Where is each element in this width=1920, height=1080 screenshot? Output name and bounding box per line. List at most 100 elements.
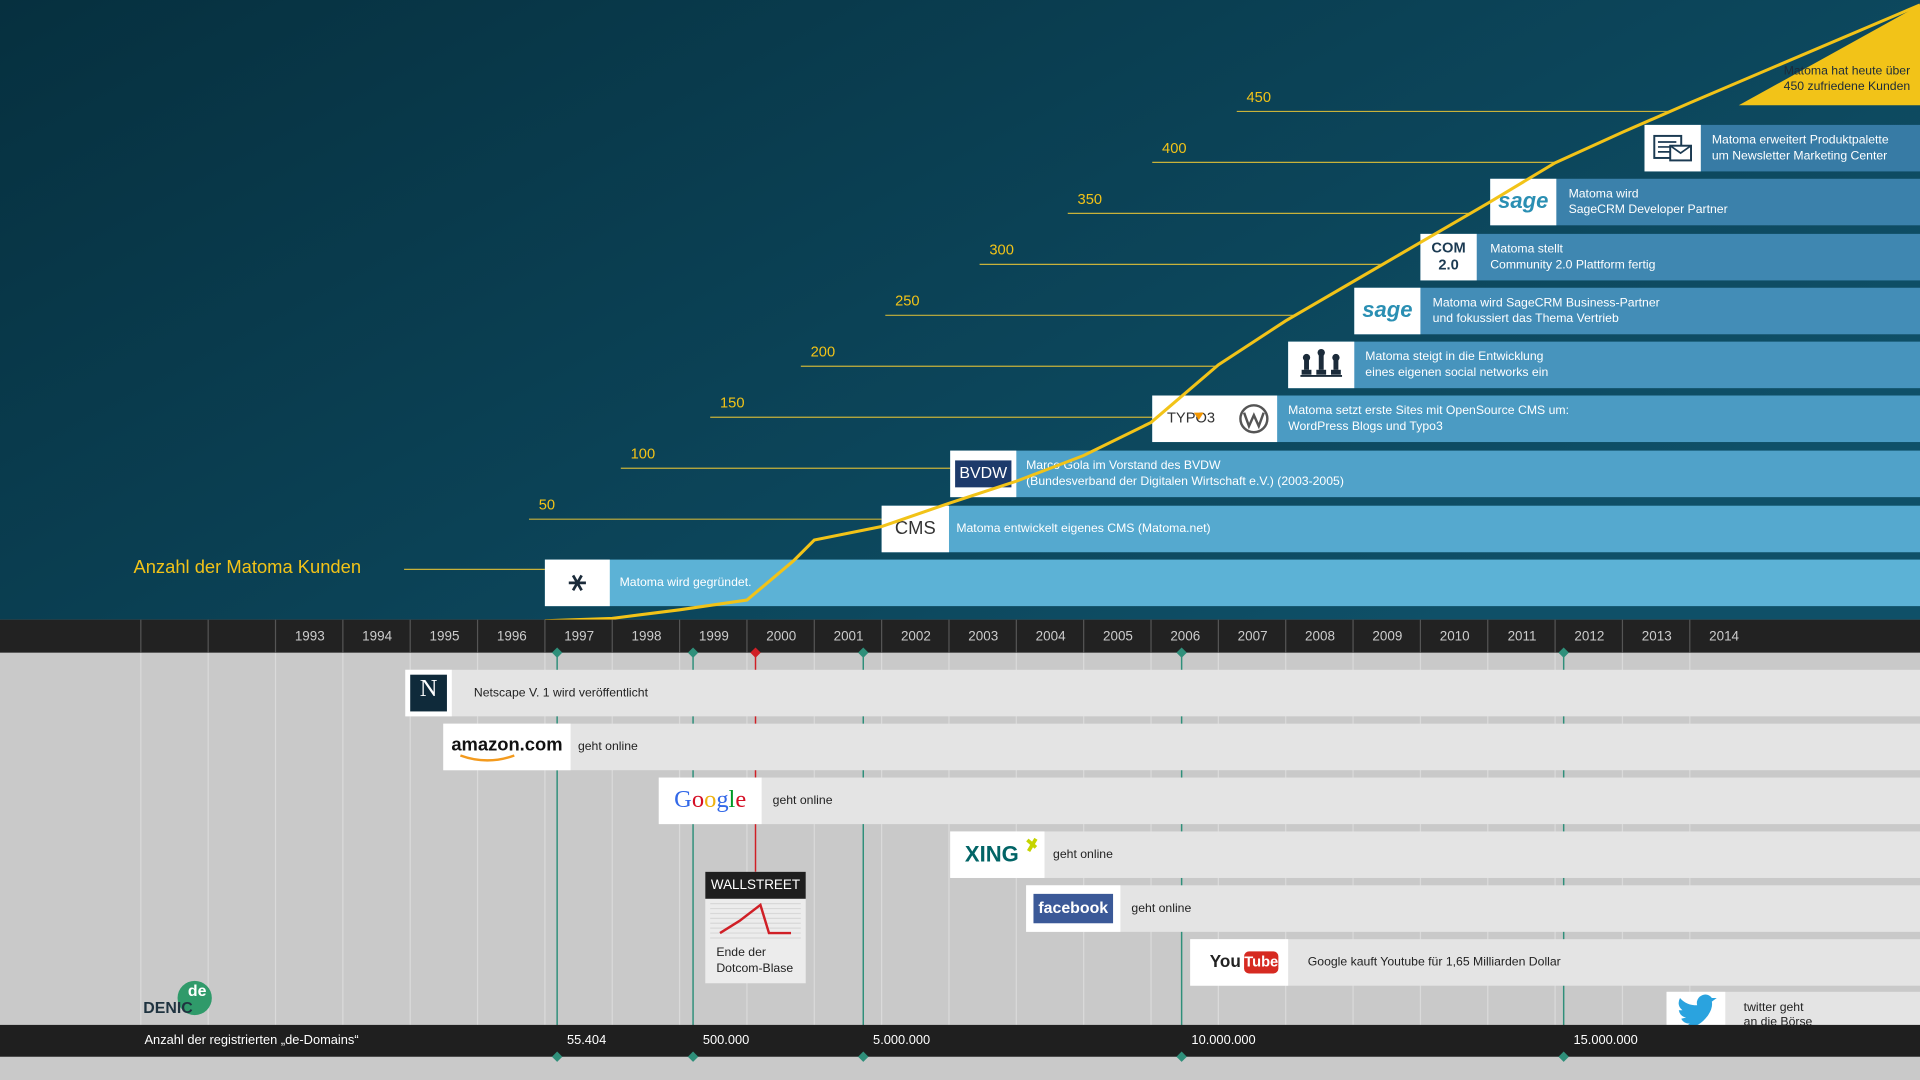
scale-label: 350 [1078, 192, 1103, 208]
logo-icon [1669, 145, 1692, 155]
logo-icon [1304, 360, 1309, 370]
scale-label: 100 [631, 447, 656, 463]
event-text: geht online [1053, 847, 1113, 861]
event-bar [1152, 395, 1920, 443]
event-bar [950, 450, 1920, 498]
year-bar [0, 619, 1920, 653]
event-text: geht online [773, 793, 833, 807]
milestone-marker [1558, 647, 1569, 658]
milestone-marker [687, 1051, 699, 1062]
event-bar [1354, 287, 1920, 335]
event-bars: Matoma wird gegründet. Matoma entwickelt … [405, 124, 1920, 1039]
milestone-label: 10.000.000 [1191, 1032, 1255, 1047]
logo-text: TYPO3 [1167, 411, 1215, 427]
milestone-label: 5.000.000 [873, 1032, 930, 1047]
event-text: SageCRM Developer Partner [1569, 202, 1728, 216]
domain-label: Anzahl der registrierten „de-Domains“ [144, 1032, 358, 1047]
milestone-marker [1558, 1051, 1569, 1062]
year-label: 2014 [1709, 628, 1739, 643]
event-text: Google kauft Youtube für 1,65 Milliarden… [1308, 955, 1561, 969]
logo-text: N [420, 675, 438, 702]
logo-icon [1332, 353, 1340, 362]
year-label: 1993 [295, 628, 325, 643]
event-bar [1288, 341, 1920, 389]
crash-line [719, 902, 792, 935]
denic-name: DENIC [143, 1000, 193, 1017]
logo-icon [1317, 348, 1325, 357]
logo-icon [1331, 369, 1341, 375]
event-bar [1420, 233, 1920, 281]
logo-box [1354, 287, 1421, 335]
scale-label: 50 [539, 498, 555, 514]
logo-text: CMS [895, 517, 936, 538]
denic-tld: de [188, 983, 207, 1000]
milestone-label: 15.000.000 [1573, 1032, 1637, 1047]
year-label: 2007 [1238, 628, 1268, 643]
event-text: Matoma entwickelt eigenes CMS (Matoma.ne… [956, 521, 1210, 535]
scale-label: 300 [989, 243, 1014, 259]
event-text: Matoma wird SageCRM Business-Partner [1433, 295, 1660, 309]
logo-box [1420, 233, 1477, 281]
logo-icon [1316, 369, 1327, 375]
web-bar [658, 777, 1920, 825]
logo-plate [1033, 893, 1114, 924]
year-label: 2006 [1170, 628, 1200, 643]
logo-icon [1301, 369, 1312, 375]
milestone-marker [1176, 647, 1187, 658]
web-bar [405, 669, 1920, 717]
milestone-label: 500.000 [703, 1032, 749, 1047]
denic-circle [177, 980, 212, 1016]
milestone-marker [858, 1051, 869, 1062]
year-label: 2001 [834, 628, 864, 643]
logo-text: You [1210, 951, 1241, 971]
year-label: 1997 [564, 628, 594, 643]
event-marker [750, 647, 761, 658]
logo-text: XING [965, 842, 1019, 867]
web-bar [1190, 939, 1920, 986]
logo-text: amazon.com [451, 734, 562, 755]
year-label: 1995 [430, 628, 460, 643]
scale-label: 200 [811, 345, 836, 361]
logo-icon [1302, 353, 1311, 362]
year-label: 1996 [497, 628, 527, 643]
event-text: eines eigenen social networks ein [1365, 365, 1548, 379]
event-bar [544, 559, 1920, 607]
event-text: um Newsletter Marketing Center [1712, 148, 1887, 162]
logo-icon [1242, 412, 1265, 430]
wallstreet-text: Ende der [716, 945, 766, 959]
milestone-marker [1176, 1051, 1187, 1062]
year-label: 2003 [968, 628, 998, 643]
logo-text: Google [674, 785, 746, 812]
scale-label: 250 [895, 294, 920, 310]
logo-icon [1026, 837, 1038, 852]
event-text: Matoma wird [1569, 186, 1639, 200]
logo-text: 2.0 [1438, 258, 1458, 274]
logo-box [443, 723, 571, 771]
event-text: WordPress Blogs und Typo3 [1288, 419, 1443, 433]
logo-text: facebook [1038, 900, 1108, 917]
event-text: Matoma erweitert Produktpalette [1712, 132, 1889, 146]
year-label: 2011 [1508, 628, 1537, 643]
web-bar [1026, 885, 1920, 932]
event-bar [881, 505, 1920, 553]
logo-icon [1318, 355, 1324, 370]
highlight-area [1738, 4, 1920, 106]
wallstreet-title: WALLSTREET [711, 877, 800, 892]
scale-label: 150 [720, 396, 745, 412]
year-label: 1998 [632, 628, 662, 643]
event-text: twitter geht [1744, 1000, 1804, 1014]
web-bar [950, 831, 1920, 878]
year-label: 2005 [1103, 628, 1133, 643]
event-text: Matoma setzt erste Sites mit OpenSource … [1288, 403, 1569, 417]
event-text: Matoma stellt [1490, 241, 1563, 255]
event-text: geht online [578, 739, 638, 753]
foreground: Matoma hat heute über 450 zufriedene Kund… [0, 3, 1920, 1062]
event-text: Community 2.0 Plattform fertig [1490, 257, 1655, 271]
chart-title: Anzahl der Matoma Kunden [133, 556, 361, 577]
wallstreet-text: Dotcom-Blase [716, 961, 793, 975]
logo-icon [1193, 412, 1204, 420]
scale-label: 450 [1247, 90, 1272, 106]
wallstreet-header [705, 871, 806, 899]
scale-label: 400 [1162, 141, 1187, 157]
